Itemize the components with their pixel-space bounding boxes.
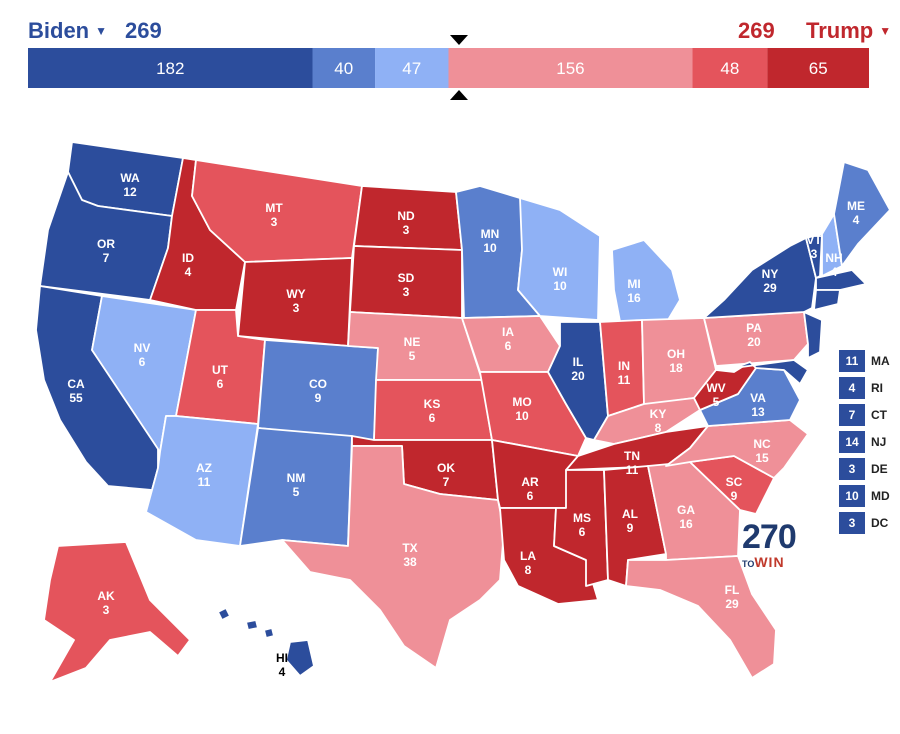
state-co[interactable] bbox=[257, 339, 379, 441]
state-ia[interactable] bbox=[461, 315, 561, 373]
state-md[interactable] bbox=[733, 359, 809, 385]
small-state-ev: 3 bbox=[839, 458, 865, 480]
state-tx[interactable] bbox=[281, 445, 505, 669]
small-state-ev: 4 bbox=[839, 377, 865, 399]
small-state-dc[interactable]: 3 DC bbox=[839, 512, 900, 534]
small-state-ct[interactable]: 7 CT bbox=[839, 404, 900, 426]
state-ks[interactable] bbox=[373, 379, 493, 441]
state-ny[interactable] bbox=[703, 237, 817, 319]
small-state-de[interactable]: 3 DE bbox=[839, 458, 900, 480]
small-state-ev: 14 bbox=[839, 431, 865, 453]
small-state-ma[interactable]: 11 MA bbox=[839, 350, 900, 372]
small-state-ev: 3 bbox=[839, 512, 865, 534]
small-state-ev: 7 bbox=[839, 404, 865, 426]
state-nc[interactable] bbox=[665, 419, 809, 479]
bar-segment-label-3: 156 bbox=[556, 59, 584, 78]
bar-segment-0[interactable] bbox=[28, 48, 313, 88]
small-state-abbr: MD bbox=[871, 489, 890, 503]
small-state-abbr: DC bbox=[871, 516, 889, 530]
state-fl[interactable] bbox=[625, 555, 777, 679]
small-state-ev: 11 bbox=[839, 350, 865, 372]
state-pa[interactable] bbox=[703, 311, 809, 367]
bar-segment-label-2: 47 bbox=[402, 59, 421, 78]
electoral-vote-bar: 182 40 47 156 48 65 bbox=[28, 48, 869, 88]
state-ak[interactable] bbox=[43, 541, 191, 683]
small-state-abbr: DE bbox=[871, 462, 888, 476]
small-state-ev: 10 bbox=[839, 485, 865, 507]
270-marker-top-icon bbox=[450, 35, 468, 45]
state-hi[interactable] bbox=[217, 607, 315, 677]
trump-name: Trump bbox=[806, 18, 874, 43]
bar-segment-label-4: 48 bbox=[720, 59, 739, 78]
state-mi[interactable] bbox=[611, 239, 681, 333]
bar-segment-label-5: 65 bbox=[809, 59, 828, 78]
trump-total: 269 bbox=[738, 18, 775, 43]
bar-segment-label-0: 182 bbox=[156, 59, 184, 78]
small-state-abbr: MA bbox=[871, 354, 890, 368]
bar-segment-1[interactable] bbox=[312, 48, 376, 88]
state-ev-hi: 4 bbox=[279, 665, 286, 679]
bar-segment-4[interactable] bbox=[692, 48, 768, 88]
small-state-ri[interactable]: 4 RI bbox=[839, 377, 900, 399]
biden-candidate-selector[interactable]: Biden ▼ bbox=[28, 18, 107, 44]
state-sd[interactable] bbox=[349, 245, 463, 319]
biden-total: 269 bbox=[125, 18, 162, 43]
small-states-list: 11 MA 4 RI 7 CT 14 NJ 3 DE 10 MD 3 DC bbox=[839, 350, 900, 539]
bar-segment-3[interactable] bbox=[448, 48, 693, 88]
state-ma[interactable] bbox=[815, 269, 867, 291]
state-vt[interactable] bbox=[805, 233, 823, 279]
state-me[interactable] bbox=[833, 161, 891, 267]
state-nm[interactable] bbox=[239, 427, 353, 547]
small-state-abbr: NJ bbox=[871, 435, 887, 449]
state-in[interactable] bbox=[599, 319, 645, 417]
caret-down-icon: ▼ bbox=[879, 24, 892, 38]
bar-segment-5[interactable] bbox=[767, 48, 869, 88]
trump-candidate-selector[interactable]: Trump ▼ bbox=[806, 18, 891, 44]
bar-segment-label-1: 40 bbox=[334, 59, 353, 78]
bar-segment-2[interactable] bbox=[375, 48, 449, 88]
caret-down-icon: ▼ bbox=[95, 24, 108, 38]
state-nd[interactable] bbox=[353, 185, 463, 251]
state-az[interactable] bbox=[145, 415, 259, 547]
state-ct[interactable] bbox=[813, 289, 841, 311]
270-marker-bottom-icon bbox=[450, 90, 468, 100]
small-state-abbr: RI bbox=[871, 381, 883, 395]
state-wi[interactable] bbox=[517, 197, 601, 321]
small-state-abbr: CT bbox=[871, 408, 887, 422]
small-state-nj[interactable]: 14 NJ bbox=[839, 431, 900, 453]
biden-name: Biden bbox=[28, 18, 90, 43]
state-wy[interactable] bbox=[237, 257, 353, 347]
us-electoral-map[interactable]: WA12OR7CA55NV6ID4MT3WY3UT6AZ11CO9NM5ND3S… bbox=[0, 110, 900, 710]
state-nj[interactable] bbox=[803, 311, 823, 359]
small-state-md[interactable]: 10 MD bbox=[839, 485, 900, 507]
270towin-logo: 270 TOWIN bbox=[742, 518, 797, 570]
